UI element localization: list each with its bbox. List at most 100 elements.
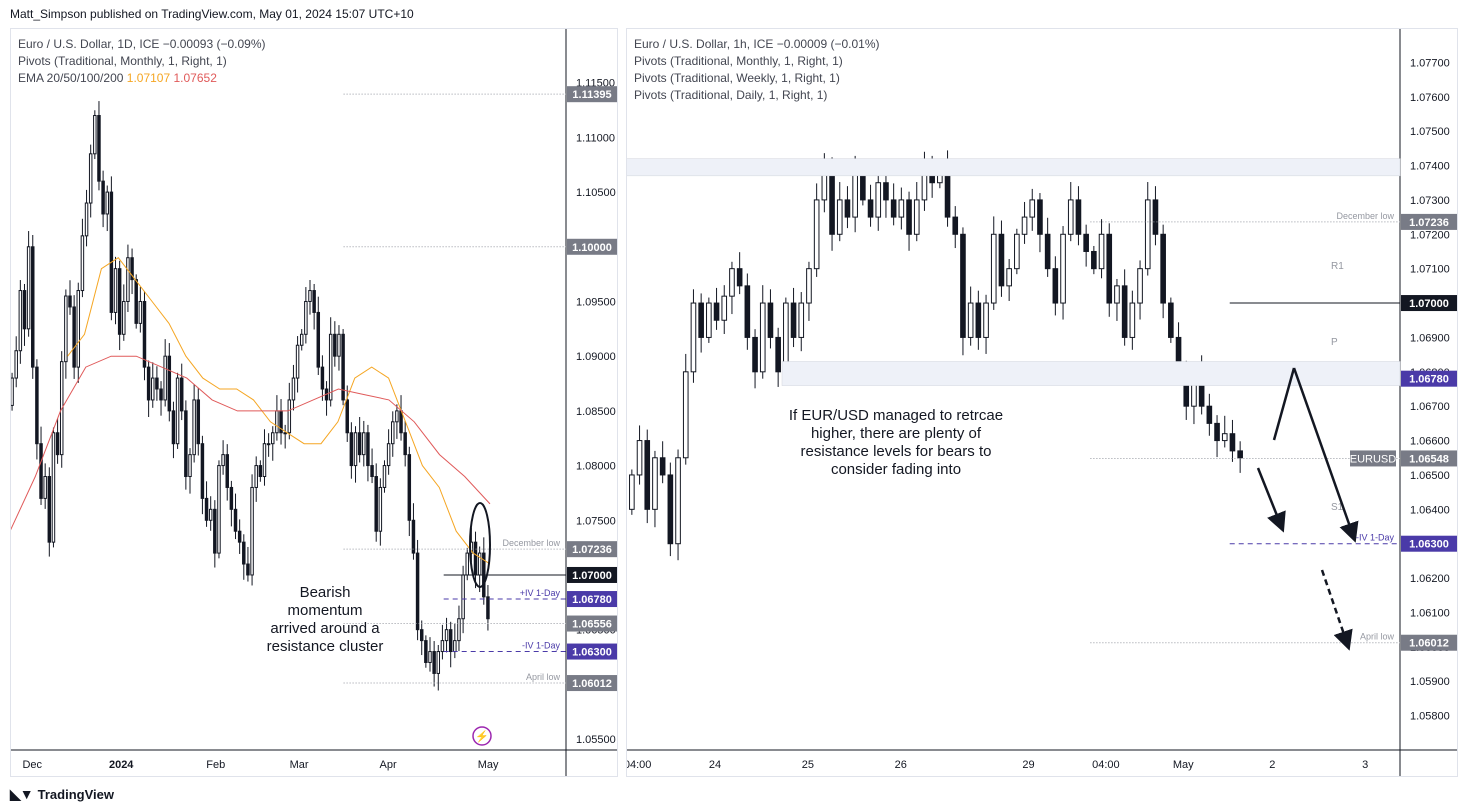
annotation-line: momentum	[287, 602, 363, 619]
candle-body	[225, 454, 229, 488]
ema20-line	[67, 257, 491, 565]
candle-body	[913, 199, 920, 235]
footer-brand[interactable]: ◣▼ TradingView	[10, 786, 114, 803]
hourly-chart-canvas[interactable]: 1.07700 1.07600 1.07500 1.07400 1.07300 1.072…	[626, 28, 1458, 777]
candle-body	[192, 399, 196, 456]
lightning-icon	[472, 726, 492, 746]
candle-body	[1091, 250, 1097, 270]
candle-body	[415, 552, 420, 631]
candle-body	[411, 519, 416, 554]
price-label: 1.06012	[1409, 638, 1449, 650]
candle-body	[237, 530, 242, 543]
hourly-chart-pane[interactable]: 1.07700 1.07600 1.07500 1.07400 1.07300 1.072…	[626, 28, 1458, 777]
candle-body	[706, 302, 712, 338]
price-tick-label: 1.06600	[1410, 436, 1450, 448]
candle-body	[196, 399, 201, 445]
candle-body	[76, 290, 81, 368]
candle-body	[1029, 199, 1036, 218]
candle-body	[316, 311, 321, 368]
candle-body	[171, 410, 176, 445]
candle-body	[1044, 233, 1051, 270]
daily-chart-pane[interactable]: 1.115001.110001.105001.100001.095001.090…	[10, 28, 618, 777]
candle-body	[1206, 405, 1213, 424]
candle-body	[659, 457, 666, 476]
candle-body	[262, 443, 267, 478]
candle-body	[175, 377, 180, 445]
price-label: 1.11395	[572, 89, 611, 101]
candle-body	[138, 300, 143, 324]
price-label-bg	[1401, 213, 1457, 230]
price-label-bg	[567, 615, 617, 632]
price-label-bg	[567, 591, 617, 608]
candle-body	[18, 290, 23, 352]
candle-body	[453, 640, 457, 653]
candle-body	[72, 306, 76, 368]
price-label: 1.06300	[1409, 539, 1449, 551]
candle-body	[68, 295, 72, 308]
candle-body	[744, 285, 751, 338]
candle-body	[444, 629, 449, 642]
time-tick-label: 2024	[109, 759, 134, 771]
footer-brand-name: TradingView	[37, 787, 114, 802]
candle-body	[233, 508, 238, 532]
candle-body	[998, 233, 1005, 287]
candle-body	[130, 257, 134, 281]
candle-body	[636, 440, 643, 476]
price-tick-label: 1.06200	[1410, 573, 1450, 585]
candle-body	[291, 377, 296, 401]
price-label: 1.06300	[572, 647, 612, 659]
daily-pivots-indicator[interactable]: Pivots (Traditional, Daily, 1, Right, 1)	[634, 88, 828, 102]
price-tick-label: 1.07300	[1410, 195, 1450, 207]
time-tick-label: May	[1173, 759, 1194, 771]
price-label-bg	[567, 566, 617, 583]
weekly-pivots-indicator[interactable]: Pivots (Traditional, Weekly, 1, Right, 1…	[634, 71, 840, 85]
candle-body	[1075, 199, 1082, 235]
price-tick-label: 1.09000	[576, 351, 616, 363]
daily-chart-canvas[interactable]: 1.115001.110001.105001.100001.095001.090…	[10, 28, 618, 777]
daily-pivots-indicator[interactable]: Pivots (Traditional, Monthly, 1, Right, …	[18, 54, 227, 68]
candle-body	[1037, 199, 1043, 235]
candle-body	[898, 199, 905, 218]
candle-body	[407, 454, 412, 521]
price-tick-label: 1.06900	[1410, 332, 1450, 344]
daily-annotation: Bearish momentum arrived around a resist…	[260, 584, 390, 656]
candle-body	[10, 377, 14, 406]
candle-body	[1083, 233, 1089, 252]
price-tick-label: 1.07500	[576, 515, 616, 527]
publisher-attribution: Matt_Simpson published on TradingView.co…	[10, 7, 414, 21]
candle-body	[1052, 268, 1059, 304]
price-tick-label: 1.05800	[1410, 711, 1450, 723]
candle-body	[1221, 433, 1228, 442]
candle-body	[217, 465, 221, 554]
price-label-bg	[567, 675, 617, 692]
candle-body	[952, 216, 959, 235]
daily-symbol-title[interactable]: Euro / U.S. Dollar, 1D, ICE	[18, 37, 160, 51]
monthly-pivots-indicator[interactable]: Pivots (Traditional, Monthly, 1, Right, …	[634, 54, 843, 68]
candle-body	[1129, 302, 1136, 338]
candle-body	[867, 199, 874, 218]
candle-body	[644, 440, 651, 510]
candle-body	[713, 302, 720, 321]
candle-body	[250, 486, 254, 576]
candle-body	[64, 295, 68, 363]
candle-body	[283, 432, 287, 435]
candle-body	[84, 202, 89, 237]
candle-body	[975, 302, 982, 338]
level-tag: April low	[526, 672, 561, 682]
price-label: 1.06556	[572, 619, 612, 631]
candle-body	[667, 474, 674, 545]
time-tick-label: 29	[1022, 759, 1034, 771]
candle-body	[473, 541, 478, 576]
candle-body	[721, 295, 728, 321]
ema-indicator[interactable]: EMA 20/50/100/200	[18, 71, 124, 85]
level-tag: April low	[1360, 632, 1395, 642]
candle-body	[345, 399, 349, 434]
candle-body	[122, 300, 126, 335]
time-tick-label: 04:00	[1092, 759, 1120, 771]
candle-body	[142, 300, 147, 368]
candle-body	[271, 432, 275, 445]
candle-body	[254, 465, 258, 488]
hourly-symbol-title[interactable]: Euro / U.S. Dollar, 1h, ICE	[634, 37, 774, 51]
candle-body	[362, 432, 366, 456]
candle-body	[312, 290, 316, 313]
